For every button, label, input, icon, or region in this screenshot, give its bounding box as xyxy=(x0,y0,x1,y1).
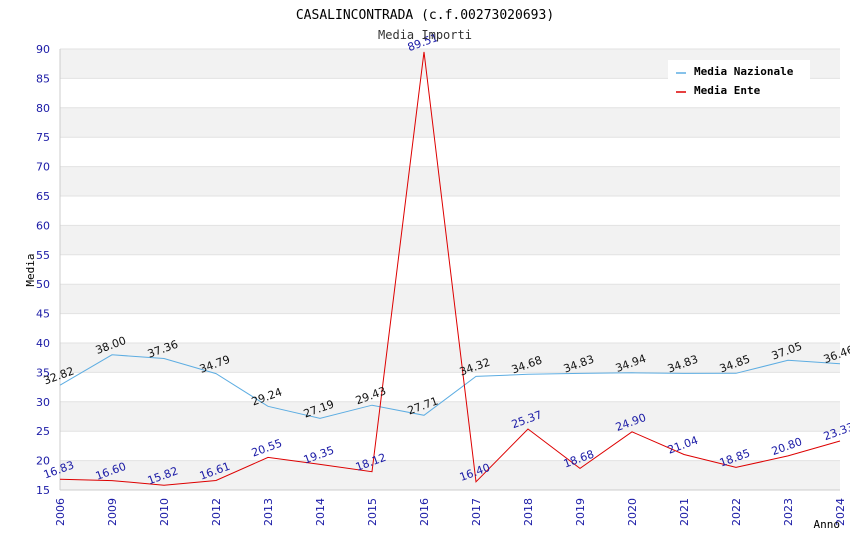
x-tick-label: 2014 xyxy=(314,498,327,526)
series-line-media-nazionale xyxy=(59,354,841,419)
y-tick-label: 15 xyxy=(36,484,50,497)
x-tick-label: 2015 xyxy=(366,498,379,526)
grid-band xyxy=(60,343,840,373)
grid-band xyxy=(60,372,840,402)
series-lines xyxy=(59,51,841,486)
y-tick-label: 20 xyxy=(36,455,50,468)
x-tick-label: 2023 xyxy=(782,498,795,526)
y-tick-label: 30 xyxy=(36,396,50,409)
legend-label-media-ente: Media Ente xyxy=(694,84,761,97)
x-tick-label: 2020 xyxy=(626,498,639,526)
grid-band xyxy=(60,313,840,343)
legend-box xyxy=(668,60,810,101)
x-axis-label: Anno xyxy=(814,518,841,531)
grid-band xyxy=(60,460,840,490)
y-tick-label: 80 xyxy=(36,102,50,115)
y-tick-label: 75 xyxy=(36,131,50,144)
y-tick-label: 65 xyxy=(36,190,50,203)
x-tick-label: 2022 xyxy=(730,498,743,526)
x-tick-label: 2017 xyxy=(470,498,483,526)
y-axis-label: Media xyxy=(24,253,37,286)
y-tick-label: 50 xyxy=(36,278,50,291)
x-tick-label: 2021 xyxy=(678,498,691,526)
grid-band xyxy=(60,166,840,196)
grid-band xyxy=(60,107,840,138)
legend-label-media-nazionale: Media Nazionale xyxy=(694,65,794,78)
y-tick-label: 25 xyxy=(36,425,50,438)
x-axis-ticks: 2006 2009 2010 2012 2013 2014 2015 2016 2017 2018… xyxy=(54,498,847,526)
chart-subtitle: Media Importi xyxy=(378,28,472,42)
y-tick-label: 45 xyxy=(36,308,50,321)
x-tick-label: 2010 xyxy=(158,498,171,526)
grid-bands xyxy=(60,49,840,490)
y-tick-label: 70 xyxy=(36,161,50,174)
grid-band xyxy=(60,431,840,461)
x-tick-label: 2019 xyxy=(574,498,587,526)
x-tick-label: 2013 xyxy=(262,498,275,526)
y-tick-label: 40 xyxy=(36,337,50,350)
x-tick-label: 2024 xyxy=(834,498,847,526)
x-tick-label: 2016 xyxy=(418,498,431,526)
grid-band xyxy=(60,137,840,167)
grid-band xyxy=(60,284,840,314)
y-tick-label: 90 xyxy=(36,43,50,56)
series-line-media-ente xyxy=(59,51,841,486)
grid-band xyxy=(60,225,840,255)
x-tick-label: 2009 xyxy=(106,498,119,526)
x-tick-label: 2018 xyxy=(522,498,535,526)
y-tick-label: 55 xyxy=(36,249,50,262)
chart-title: CASALINCONTRADA (c.f.00273020693) xyxy=(296,8,554,23)
x-tick-label: 2006 xyxy=(54,498,67,526)
y-axis-ticks: 15 20 25 30 35 40 45 50 55 60 65 70 75 80 85 90 xyxy=(36,43,50,497)
grid-band xyxy=(60,401,840,432)
grid-band xyxy=(60,196,840,226)
y-tick-label: 85 xyxy=(36,72,50,85)
legend: Media Nazionale Media Ente xyxy=(668,60,810,101)
y-tick-label: 35 xyxy=(36,366,50,379)
y-tick-label: 60 xyxy=(36,219,50,232)
x-tick-label: 2012 xyxy=(210,498,223,526)
